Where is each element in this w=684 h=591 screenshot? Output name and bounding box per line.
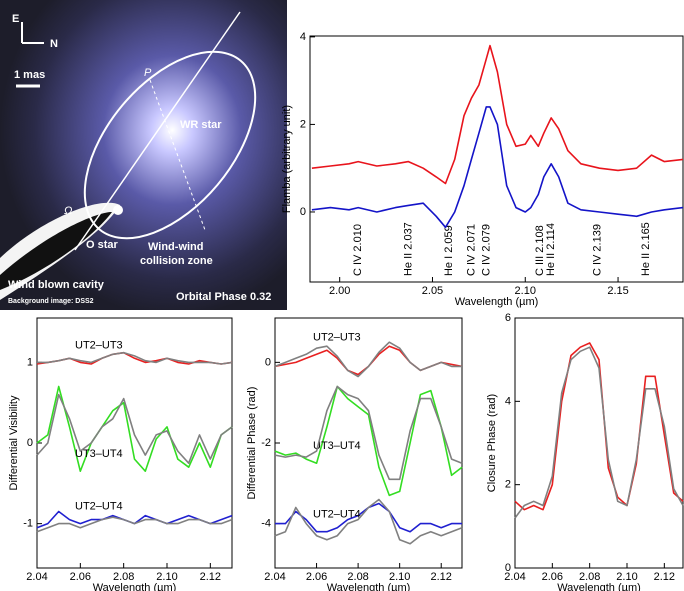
series-label: UT2–UT3 bbox=[313, 331, 361, 343]
x-tick-label: 2.06 bbox=[542, 571, 563, 583]
series-line bbox=[36, 385, 233, 472]
y-tick-label: 0 bbox=[265, 356, 271, 368]
y-axis-label: Differential Phase (rad) bbox=[246, 387, 258, 500]
series-line bbox=[274, 341, 462, 378]
series-line bbox=[311, 106, 684, 229]
line-id: He II 2.165 bbox=[640, 222, 652, 276]
image-panel: E N 1 mas P WR star Ω O star Wind-wind c… bbox=[0, 0, 287, 310]
x-tick-label: 2.12 bbox=[431, 571, 452, 583]
label: O star bbox=[86, 239, 119, 251]
label: Orbital Phase 0.32 bbox=[176, 291, 271, 303]
series-label: UT2–UT4 bbox=[75, 501, 123, 513]
x-axis-label: Wavelength (µm) bbox=[327, 582, 411, 591]
x-tick-label: 2.08 bbox=[113, 571, 134, 583]
label: Wind blown cavity bbox=[8, 279, 105, 291]
y-tick-label: 0 bbox=[505, 562, 511, 574]
series-line bbox=[36, 516, 233, 533]
y-tick-label: -4 bbox=[261, 518, 271, 530]
series-line bbox=[514, 342, 684, 511]
node-line bbox=[74, 11, 241, 251]
series-line bbox=[37, 351, 233, 365]
label: WR star bbox=[180, 119, 222, 131]
x-tick-label: 2.06 bbox=[306, 571, 327, 583]
x-tick-label: 2.10 bbox=[389, 571, 410, 583]
y-axis-label: Differential Visibility bbox=[8, 395, 20, 490]
series-line bbox=[274, 385, 463, 497]
x-tick-label: 2.08 bbox=[347, 571, 368, 583]
y-tick-label: 1 bbox=[27, 356, 33, 368]
series-line bbox=[311, 44, 684, 185]
x-axis-label: Wavelength (µm) bbox=[455, 296, 539, 308]
x-tick-label: 2.04 bbox=[26, 571, 47, 583]
series-label: UT2–UT3 bbox=[75, 339, 123, 351]
x-tick-label: 2.12 bbox=[654, 571, 675, 583]
label: N bbox=[50, 38, 58, 50]
series-label: UT3–UT4 bbox=[313, 440, 361, 452]
series-label: UT3–UT4 bbox=[75, 448, 123, 460]
y-tick-label: -1 bbox=[23, 518, 33, 530]
x-tick-label: 2.04 bbox=[504, 571, 525, 583]
x-tick-label: 2.08 bbox=[579, 571, 600, 583]
x-tick-label: 2.05 bbox=[422, 285, 443, 297]
x-tick-label: 2.06 bbox=[70, 571, 91, 583]
x-tick-label: 2.10 bbox=[515, 285, 536, 297]
line-id: He I 2.059 bbox=[443, 225, 455, 276]
label: P bbox=[144, 67, 152, 79]
x-tick-label: 2.12 bbox=[200, 571, 221, 583]
y-tick-label: -2 bbox=[261, 437, 271, 449]
label: E bbox=[12, 13, 19, 25]
y-tick-label: 0 bbox=[300, 206, 306, 218]
x-tick-label: 2.10 bbox=[156, 571, 177, 583]
line-id: C IV 2.139 bbox=[592, 224, 604, 276]
y-tick-label: 4 bbox=[300, 31, 306, 43]
series-line bbox=[274, 345, 463, 376]
x-tick-label: 2.10 bbox=[616, 571, 637, 583]
label: 1 mas bbox=[14, 69, 45, 81]
y-tick-label: 6 bbox=[505, 312, 511, 324]
y-tick-label: 0 bbox=[27, 437, 33, 449]
line-id: He II 2.037 bbox=[402, 222, 414, 276]
series-line bbox=[514, 346, 684, 519]
label: collision zone bbox=[140, 255, 213, 267]
series-line bbox=[274, 498, 463, 545]
line-id: C III 2.108 bbox=[534, 225, 546, 276]
y-axis-label: Flamba (arbitrary unit) bbox=[281, 105, 293, 213]
x-axis-label: Wavelength (µm) bbox=[93, 582, 177, 591]
apsis-line bbox=[149, 79, 206, 231]
series-line bbox=[274, 385, 463, 481]
orbit bbox=[83, 50, 257, 240]
line-id: C IV 2.010 bbox=[352, 224, 364, 276]
label: Ω bbox=[64, 205, 72, 217]
y-axis-label: Closure Phase (rad) bbox=[486, 394, 498, 492]
x-tick-label: 2.15 bbox=[607, 285, 628, 297]
cavity-inner bbox=[0, 212, 112, 290]
x-axis-label: Wavelength (µm) bbox=[557, 582, 641, 591]
y-tick-label: 2 bbox=[505, 479, 511, 491]
o-star bbox=[113, 205, 123, 215]
label: Background image: DSS2 bbox=[8, 298, 94, 305]
series-label: UT2–UT4 bbox=[313, 509, 361, 521]
plot-frame bbox=[309, 35, 684, 283]
line-id: He II 2.114 bbox=[545, 223, 557, 276]
x-tick-label: 2.00 bbox=[329, 285, 350, 297]
label: Wind-wind bbox=[148, 241, 204, 253]
series-line bbox=[36, 510, 233, 529]
plot-frame bbox=[514, 317, 684, 569]
y-tick-label: 4 bbox=[505, 395, 511, 407]
series-line bbox=[36, 393, 233, 464]
line-id: C IV 2.079 bbox=[480, 224, 492, 276]
y-tick-label: 2 bbox=[300, 118, 306, 130]
x-tick-label: 2.04 bbox=[264, 571, 285, 583]
line-id: C IV 2.071 bbox=[465, 224, 477, 276]
